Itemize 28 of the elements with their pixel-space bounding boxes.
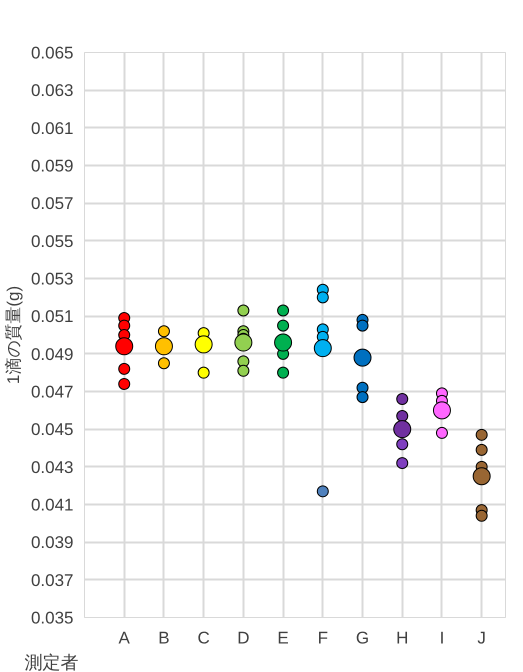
y-tick-label: 0.051 [30, 307, 74, 326]
y-tick-label: 0.053 [30, 270, 74, 288]
x-tick-label: D [237, 628, 250, 648]
x-tick-label: J [477, 628, 486, 648]
y-tick-label: 0.057 [30, 194, 74, 214]
y-tick-label: 0.059 [30, 156, 74, 176]
y-axis-title: 1滴の質量(g) [4, 286, 23, 384]
y-tick-label: 0.065 [30, 44, 74, 62]
y-tick-label: 0.061 [30, 118, 74, 138]
x-tick-label: F [318, 628, 328, 648]
y-tick-label: 0.039 [30, 533, 74, 552]
y-tick-label: 0.055 [30, 232, 74, 251]
x-tick-label: C [198, 628, 210, 648]
y-tick-label: 0.043 [30, 458, 74, 477]
x-axis-title: 測定者 [24, 652, 78, 672]
y-tick-label: 0.047 [30, 382, 74, 402]
x-tick-label: G [356, 628, 370, 648]
y-tick-label: 0.063 [30, 81, 74, 100]
y-tick-label: 0.035 [30, 608, 74, 628]
y-tick-label: 0.041 [30, 496, 74, 514]
y-tick-label: 0.045 [30, 420, 74, 440]
x-tick-label: I [440, 628, 444, 648]
y-tick-label: 0.049 [30, 344, 74, 364]
x-tick-label: B [158, 628, 170, 648]
x-tick-label: H [396, 628, 408, 648]
x-tick-label: E [277, 628, 289, 648]
x-tick-label: A [118, 628, 131, 648]
y-tick-label: 0.037 [30, 570, 74, 590]
